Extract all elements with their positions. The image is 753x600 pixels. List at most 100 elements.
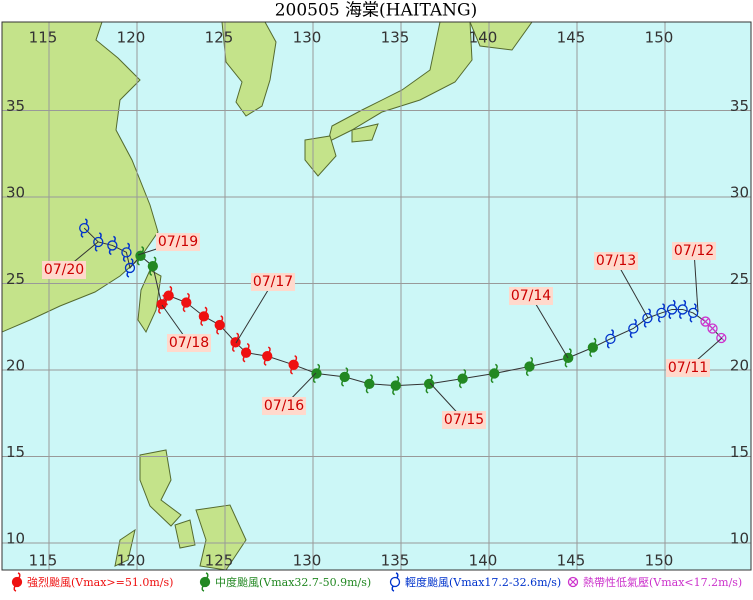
legend: 強烈颱風(Vmax>=51.0m/s) 中度颱風(Vmax32.7-50.9m/s… xyxy=(11,572,742,592)
storm-symbol-core xyxy=(489,368,500,379)
date-leader xyxy=(235,281,274,344)
storm-symbol-core xyxy=(563,352,574,364)
track: 07/11 07/12 07/13 07/14 07/15 07/16 07/17 07/18… xyxy=(42,218,727,429)
storm-symbol-tail xyxy=(365,374,373,394)
storm-symbol xyxy=(389,572,401,592)
date-box xyxy=(262,397,306,415)
storm-symbol-core xyxy=(457,373,468,384)
storm-symbol-core xyxy=(181,297,192,308)
storm-symbol-core xyxy=(389,576,401,588)
storm-symbol xyxy=(198,306,210,327)
storm-symbol xyxy=(390,375,401,396)
storm-symbol-core xyxy=(587,342,598,353)
storm-symbol-tail xyxy=(312,363,321,384)
date-label: 07/13 xyxy=(596,253,636,269)
legend-label: 輕度颱風(Vmax17.2-32.6m/s) xyxy=(405,575,561,589)
storm-symbol-core xyxy=(124,262,136,274)
map-frame xyxy=(1,21,752,571)
storm-symbol-tail xyxy=(606,329,614,349)
storm-symbol-core xyxy=(121,247,132,258)
lon-label-top: 115 xyxy=(29,29,58,47)
storm-symbol-core xyxy=(364,378,375,389)
storm-symbol-tail xyxy=(80,218,88,238)
lat-label-left: 15 xyxy=(6,443,25,461)
storm-symbol xyxy=(230,332,241,353)
lat-label-right: 10 xyxy=(730,530,749,548)
storm-symbol xyxy=(707,323,718,334)
lat-label-right: 35 xyxy=(730,97,749,115)
storm-symbol-tail xyxy=(689,303,697,323)
storm-symbol xyxy=(489,363,500,384)
storm-symbol-tail xyxy=(589,337,597,358)
storm-symbol-cross xyxy=(709,325,716,332)
storm-symbol-core xyxy=(677,304,688,315)
storm-symbol xyxy=(79,218,90,238)
date-label: 07/14 xyxy=(511,288,551,304)
storm-symbol-tail xyxy=(643,308,651,328)
storm-symbol-core xyxy=(605,333,616,345)
storm-symbol xyxy=(700,316,711,327)
storm-symbol-tail xyxy=(242,342,250,363)
lon-label-top: 125 xyxy=(205,29,234,47)
storm-symbol xyxy=(688,303,699,323)
storm-symbol-core xyxy=(262,351,273,362)
storm-symbol xyxy=(93,232,104,252)
storm-symbol-core xyxy=(390,380,401,391)
lon-label-top: 130 xyxy=(293,29,322,47)
date-label: 07/15 xyxy=(444,412,484,428)
lat-label-left: 35 xyxy=(6,97,25,115)
storm-symbol-tail xyxy=(149,256,157,276)
storm-symbol xyxy=(666,299,678,320)
storm-symbol-core xyxy=(688,307,699,319)
storm-symbol xyxy=(656,303,667,323)
storm-symbol xyxy=(156,294,167,314)
lat-label-left: 10 xyxy=(6,530,25,548)
storm-symbol xyxy=(642,308,653,328)
date-box xyxy=(672,242,716,260)
lon-label-top: 140 xyxy=(469,29,498,47)
storm-symbol-core xyxy=(214,319,225,331)
storm-symbol-core xyxy=(656,307,667,319)
storm-symbol xyxy=(147,256,158,276)
date-box xyxy=(167,334,211,352)
storm-symbol xyxy=(107,235,118,256)
storm-symbol-core xyxy=(163,290,174,301)
date-label: 07/16 xyxy=(264,398,304,414)
lon-label-top: 150 xyxy=(645,29,674,47)
legend-label: 強烈颱風(Vmax>=51.0m/s) xyxy=(27,575,173,589)
storm-symbol-core xyxy=(156,299,167,310)
storm-symbol xyxy=(124,258,136,278)
date-box xyxy=(251,273,295,291)
storm-symbol-cross xyxy=(569,578,577,586)
storm-symbol-tail xyxy=(564,348,572,368)
storm-symbol xyxy=(457,368,468,389)
storm-symbol-core xyxy=(199,576,211,588)
storm-symbol-core xyxy=(642,312,653,324)
storm-symbol-tail xyxy=(200,306,208,327)
storm-symbol-tail xyxy=(136,246,145,266)
storm-symbol xyxy=(214,315,225,335)
lon-label-bottom: 135 xyxy=(381,552,410,570)
storm-symbol-core xyxy=(311,368,322,379)
storm-symbol xyxy=(587,337,598,358)
lat-label-right: 20 xyxy=(730,357,749,375)
storm-symbol xyxy=(262,346,273,366)
storm-symbol-core xyxy=(716,332,727,344)
storm-symbol-tail xyxy=(459,368,467,389)
storm-symbol xyxy=(628,318,639,339)
storm-symbol xyxy=(563,348,574,368)
lon-label-top: 145 xyxy=(557,29,586,47)
storm-symbol xyxy=(364,374,375,394)
date-label: 07/11 xyxy=(668,360,708,376)
lat-label-left: 20 xyxy=(6,357,25,375)
date-label: 07/20 xyxy=(44,262,84,278)
lon-label-bottom: 130 xyxy=(293,552,322,570)
storm-symbol-tail xyxy=(126,258,134,278)
date-label: 07/18 xyxy=(169,335,209,351)
storm-symbol-core xyxy=(107,240,118,251)
storm-symbol xyxy=(311,363,322,384)
storm-symbol-core xyxy=(628,323,639,334)
date-label: 07/19 xyxy=(158,234,198,250)
date-box xyxy=(42,261,86,279)
storm-symbol-tail xyxy=(679,299,687,320)
